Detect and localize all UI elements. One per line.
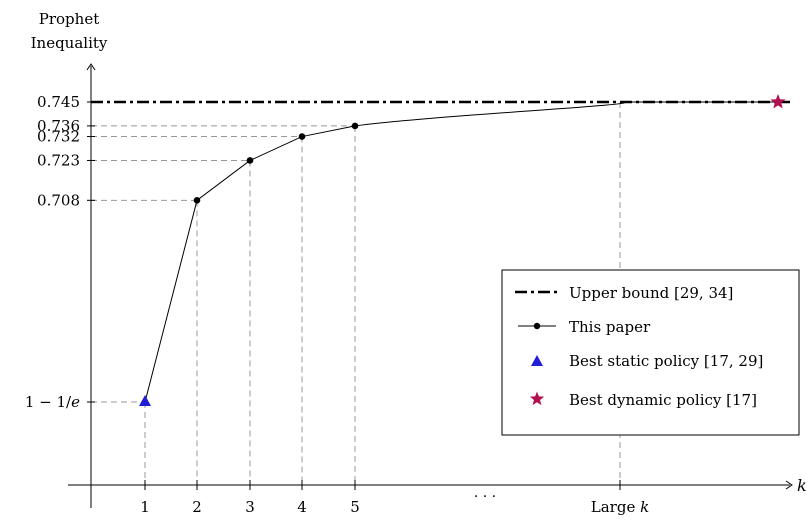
x-tick-label: 1: [140, 498, 150, 516]
y-tick-label: 1 − 1/e: [25, 393, 80, 411]
x-tick-label: 2: [192, 498, 202, 516]
series-this-paper-point: [298, 133, 306, 140]
legend-marker-this-paper: [533, 322, 541, 330]
y-axis-arrow: [86, 63, 96, 71]
x-tick-label: 5: [350, 498, 360, 516]
legend-label-upper-bound: Upper bound [29, 34]: [569, 284, 733, 302]
legend-marker-static-policy: [531, 355, 543, 366]
y-tick-label: 0.708: [37, 191, 80, 209]
x-tick-label: Large k: [591, 498, 649, 516]
series-this-paper-point: [246, 157, 254, 164]
x-tick-label: 4: [297, 498, 307, 516]
y-axis-label-line-2: Inequality: [31, 34, 108, 52]
x-tick-label: 3: [245, 498, 255, 516]
legend-marker-dynamic-policy: [529, 391, 545, 406]
x-axis-label: k: [797, 476, 807, 495]
series-static-policy-point: [139, 395, 151, 406]
x-axis-arrow: [785, 480, 793, 490]
legend-label-static-policy: Best static policy [17, 29]: [569, 352, 763, 370]
y-tick-label: 0.745: [37, 93, 80, 111]
legend-label-this-paper: This paper: [569, 318, 651, 336]
legend-box: [501, 269, 800, 436]
y-axis-label-line-1: Prophet: [39, 10, 99, 28]
y-tick-label: 0.723: [37, 151, 80, 169]
y-tick-label: 0.736: [37, 117, 80, 135]
series-this-paper-point: [193, 197, 201, 204]
series-this-paper-point: [351, 122, 359, 130]
legend-label-dynamic-policy: Best dynamic policy [17]: [569, 391, 757, 409]
x-ellipsis: . . .: [474, 485, 496, 501]
y-tick-label: 0.732: [37, 128, 80, 146]
series-dynamic-policy-point: [770, 94, 786, 109]
legend: Upper bound [29, 34] This paper Best sta…: [501, 269, 800, 436]
